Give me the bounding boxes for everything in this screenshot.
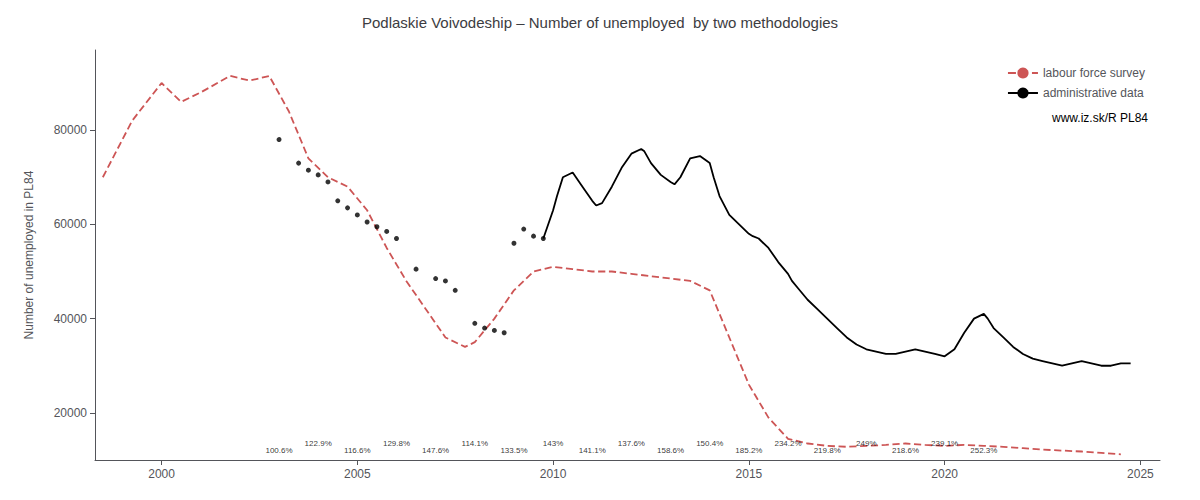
svg-text:185.2%: 185.2%: [735, 446, 762, 455]
svg-text:133.5%: 133.5%: [500, 446, 527, 455]
svg-text:2025: 2025: [1127, 467, 1154, 481]
svg-text:Podlaskie Voivodeship – Number: Podlaskie Voivodeship – Number of unempl…: [362, 14, 838, 31]
svg-text:147.6%: 147.6%: [422, 446, 449, 455]
svg-text:249%: 249%: [856, 439, 876, 448]
svg-text:218.6%: 218.6%: [892, 446, 919, 455]
svg-text:137.6%: 137.6%: [618, 439, 645, 448]
svg-text:252.3%: 252.3%: [970, 446, 997, 455]
svg-text:129.8%: 129.8%: [383, 439, 410, 448]
svg-text:114.1%: 114.1%: [462, 439, 489, 448]
svg-text:100.6%: 100.6%: [265, 446, 292, 455]
svg-text:40000: 40000: [54, 312, 88, 326]
svg-text:labour force survey: labour force survey: [1043, 66, 1145, 80]
svg-text:Number of unemployed in PL84: Number of unemployed in PL84: [22, 170, 36, 339]
svg-text:234.2%: 234.2%: [774, 439, 801, 448]
svg-text:158.6%: 158.6%: [657, 446, 684, 455]
svg-text:239.1%: 239.1%: [931, 439, 958, 448]
svg-text:2000: 2000: [148, 467, 175, 481]
svg-text:150.4%: 150.4%: [696, 439, 723, 448]
svg-text:143%: 143%: [543, 439, 563, 448]
svg-text:2020: 2020: [931, 467, 958, 481]
svg-text:122.9%: 122.9%: [305, 439, 332, 448]
svg-text:2015: 2015: [736, 467, 763, 481]
svg-text:administrative data: administrative data: [1043, 86, 1144, 100]
svg-text:116.6%: 116.6%: [344, 446, 371, 455]
svg-text:141.1%: 141.1%: [579, 446, 606, 455]
svg-text:2005: 2005: [344, 467, 371, 481]
svg-text:20000: 20000: [54, 406, 88, 420]
svg-text:www.iz.sk/R PL84: www.iz.sk/R PL84: [1051, 111, 1148, 125]
svg-text:80000: 80000: [54, 123, 88, 137]
svg-text:219.8%: 219.8%: [814, 446, 841, 455]
svg-text:2010: 2010: [540, 467, 567, 481]
svg-text:60000: 60000: [54, 217, 88, 231]
